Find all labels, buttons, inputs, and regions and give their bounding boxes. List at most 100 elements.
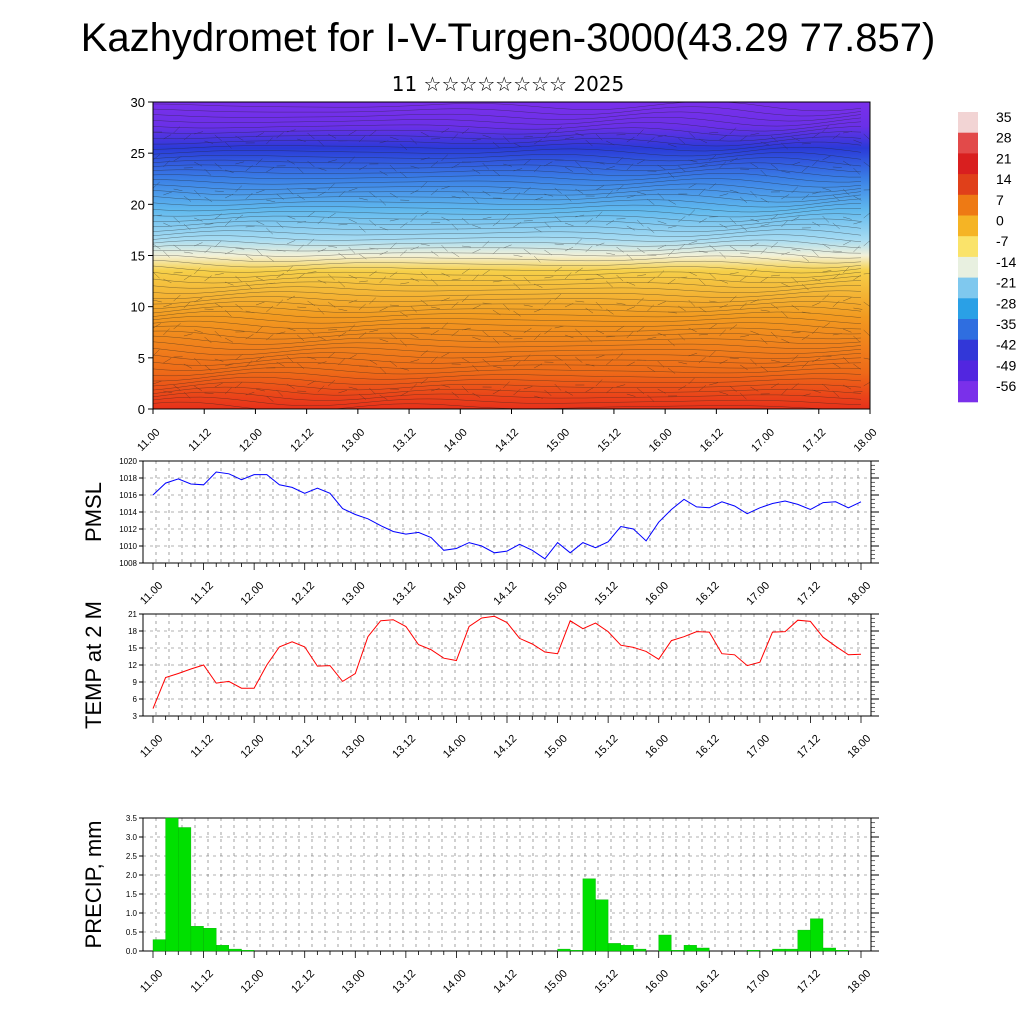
x-tick-label: 15.00 [544, 427, 572, 455]
wind-barb [400, 282, 410, 285]
wind-barb [719, 251, 726, 259]
barb-row [153, 116, 862, 127]
wind-barb [791, 276, 799, 284]
colorbar-label: 7 [996, 192, 1004, 208]
wind-barb [564, 136, 574, 140]
wind-barb [523, 386, 533, 390]
wind-barb [812, 159, 819, 167]
barb-row [153, 367, 862, 377]
wind-barb [863, 240, 870, 247]
wind-barb [564, 390, 573, 396]
wind-barb [832, 390, 840, 398]
y-axis-title: TEMP at 2 M [81, 601, 106, 729]
x-tick-label: 16.12 [698, 427, 726, 455]
colorbar-swatch [958, 174, 978, 196]
colorbar-swatch [958, 277, 978, 299]
wind-barb [338, 358, 345, 366]
wind-barb [348, 156, 356, 164]
wind-barb [534, 283, 543, 288]
wind-barb [781, 170, 791, 174]
wind-barb [626, 163, 634, 171]
wind-barb [327, 273, 335, 281]
wind-barb [534, 308, 543, 313]
wind-barb [461, 217, 469, 225]
wind-barb [554, 187, 562, 194]
wind-barb [523, 304, 533, 307]
colorbar-label: -35 [996, 316, 1016, 332]
wind-barb [451, 133, 459, 141]
wind-barb [791, 383, 799, 390]
wind-barb [163, 191, 172, 196]
wind-barb [389, 360, 398, 367]
wind-barb [698, 306, 707, 313]
wind-barb [770, 331, 778, 339]
wind-barb [657, 244, 666, 250]
wind-barb [369, 270, 377, 277]
wind-barb [153, 299, 162, 303]
wind-barb [678, 305, 686, 312]
wind-barb [739, 135, 748, 142]
wind-barb [472, 364, 479, 372]
wind-barb [822, 293, 830, 301]
wind-barb [492, 365, 502, 369]
wind-barb [770, 274, 781, 277]
wind-barb [400, 222, 408, 229]
wind-barb [410, 359, 420, 363]
x-tick-label: 13.00 [340, 580, 368, 608]
x-tick-label: 13.00 [339, 427, 367, 455]
barb-row [153, 275, 862, 284]
wind-barb [297, 166, 304, 174]
wind-barb [832, 300, 840, 308]
wind-barb [709, 244, 717, 251]
wind-barb [153, 271, 160, 279]
wind-barb [606, 308, 614, 315]
wind-barb [379, 226, 389, 231]
wind-barb [224, 141, 232, 149]
wind-barb [482, 269, 491, 276]
wind-barb [461, 245, 471, 248]
y-tick-label: 18 [128, 627, 137, 636]
wind-barb [410, 165, 420, 169]
wind-barb [317, 335, 326, 341]
x-tick-label: 12.00 [239, 580, 267, 608]
barb-row [153, 102, 862, 112]
wind-barb [832, 166, 842, 168]
precip-bar [203, 928, 217, 952]
wind-barb [307, 132, 315, 139]
wind-barb [410, 305, 417, 313]
wind-barb [451, 278, 461, 281]
barb-row [153, 295, 862, 305]
wind-barb [297, 221, 307, 224]
wind-barb [595, 133, 603, 141]
wind-barb [286, 129, 296, 133]
wind-barb [533, 363, 543, 369]
temp-panel: 3 6 9 12 15 18 21 11.00 11.12 12.00 12.12 13.00 13.1… [81, 601, 879, 761]
x-tick-label: 14.12 [493, 427, 521, 455]
wind-barb [781, 310, 788, 318]
y-tick-label: 9 [133, 678, 138, 687]
x-tick-label: 17.00 [749, 427, 777, 455]
wind-barb [770, 359, 780, 363]
wind-barb [369, 387, 376, 395]
wind-barb [410, 277, 419, 282]
wind-barb [554, 325, 564, 329]
wind-barb [729, 324, 738, 331]
wind-barb [307, 328, 315, 336]
barb-row [153, 146, 862, 157]
wind-barb [688, 377, 696, 385]
wind-barb [194, 297, 203, 303]
x-tick-label: 12.12 [289, 968, 317, 996]
wind-barb [317, 139, 325, 147]
wind-barb [544, 299, 552, 307]
wind-barb [564, 166, 573, 172]
colorbar-label: 28 [996, 130, 1012, 146]
wind-barb [770, 303, 779, 310]
wind-barb [812, 249, 819, 257]
wind-barb [575, 214, 585, 218]
wind-barb [533, 139, 542, 145]
x-tick-label: 16.00 [647, 427, 675, 455]
barb-row [153, 141, 862, 152]
wind-barb [647, 304, 655, 312]
wind-barb [698, 250, 708, 254]
wind-barb [832, 333, 842, 336]
